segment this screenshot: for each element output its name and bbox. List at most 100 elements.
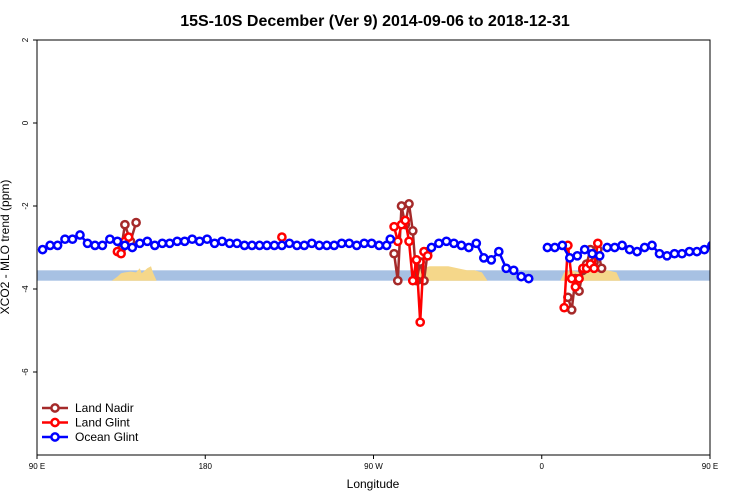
ocean-glint-point (224, 238, 235, 249)
ocean-glint-point (344, 238, 355, 249)
ocean-glint-point (60, 234, 70, 245)
y-tick-label: -2 (21, 202, 30, 210)
land-glint-line-2 (392, 217, 429, 323)
ocean-glint-point (493, 246, 504, 257)
ocean-glint-point (602, 242, 613, 253)
series-ocean-glint (37, 230, 750, 284)
land-glint-point (404, 236, 414, 247)
ocean-glint-point (441, 236, 452, 247)
ocean-glint-point (587, 248, 598, 259)
ocean-glint-point (456, 240, 467, 251)
legend-marker-ocean-glint (50, 432, 60, 442)
ocean-glint-point (247, 240, 257, 251)
land-nadir-point (404, 199, 414, 209)
ocean-glint-point (127, 242, 138, 253)
land-band (37, 270, 710, 281)
ocean-glint-point (329, 240, 340, 251)
land-glint-point (592, 238, 603, 249)
legend-item-land-nadir: Land Nadir (42, 401, 134, 415)
legend-label-ocean-glint: Ocean Glint (75, 430, 139, 444)
ocean-glint-point (90, 240, 100, 251)
ocean-glint-point (112, 236, 123, 247)
ocean-glint-point (254, 240, 265, 251)
ocean-glint-point (746, 238, 750, 245)
land-nadir-point (389, 248, 399, 259)
ocean-glint-point (306, 238, 317, 249)
ocean-glint-point (684, 246, 695, 257)
ocean-glint-point (617, 240, 627, 251)
legend-item-land-glint: Land Glint (42, 416, 130, 430)
ocean-glint-point (632, 246, 642, 257)
ocean-glint-point (277, 240, 287, 251)
ocean-glint-point (120, 240, 130, 251)
ocean-glint-point (426, 242, 437, 253)
ocean-glint-point (269, 240, 280, 251)
series-layer (37, 199, 750, 328)
land-glint-point (389, 221, 399, 232)
ocean-glint-point (707, 240, 710, 250)
legend-item-ocean-glint: Ocean Glint (42, 430, 139, 444)
ocean-glint-point (449, 238, 459, 249)
ocean-glint-point (314, 240, 325, 251)
land-glint-point (422, 250, 433, 261)
y-axis-label: XCO2 - MLO trend (ppm) (0, 180, 12, 315)
ocean-glint-point (564, 253, 575, 263)
land-glint-point (415, 317, 426, 328)
ocean-glint-point (594, 250, 605, 261)
land-glint-point (574, 273, 584, 284)
ocean-glint-point (299, 240, 310, 251)
ocean-glint-point (142, 236, 153, 247)
ocean-glint-point (471, 238, 482, 249)
y-tick-label: 0 (21, 120, 30, 125)
ocean-glint-point (572, 250, 583, 261)
land-nadir-point (396, 201, 407, 211)
ocean-glint-point (385, 234, 396, 245)
land-glint-point (411, 255, 422, 265)
ocean-glint-point (45, 240, 55, 251)
ocean-glint-point (501, 263, 512, 274)
x-tick-label: 90 E (702, 462, 718, 471)
ocean-glint-point (52, 240, 63, 251)
legend-label-land-glint: Land Glint (75, 416, 130, 430)
ocean-glint-point (202, 234, 212, 245)
ocean-glint-point (624, 244, 635, 255)
legend-marker-land-glint (50, 417, 60, 428)
ocean-glint-point (654, 248, 665, 259)
x-tick-label: 90 E (29, 462, 45, 471)
x-axis-label: Longitude (347, 477, 400, 491)
land-glint-point (407, 275, 418, 286)
land-nadir-point (596, 263, 607, 274)
legend-label-land-nadir: Land Nadir (75, 401, 134, 415)
ocean-glint-point (478, 253, 489, 263)
ocean-glint-point (82, 238, 93, 249)
land-fill-1 (410, 266, 488, 281)
ocean-glint-point (336, 238, 347, 249)
chart-title: 15S-10S December (Ver 9) 2014-09-06 to 2… (180, 13, 570, 30)
ocean-glint-point (639, 242, 650, 253)
land-glint-point (566, 273, 577, 284)
ocean-glint-point (508, 265, 519, 276)
y-tick-label: -4 (21, 285, 30, 293)
ocean-glint-point (463, 242, 474, 253)
y-axis: 2 0 -2 -4 -6 (21, 37, 37, 376)
land-glint-point (559, 302, 570, 313)
ocean-glint-point (217, 236, 227, 247)
ocean-glint-point (37, 244, 48, 255)
land-glint-point (123, 232, 134, 242)
y-tick-label: 2 (21, 37, 30, 42)
ocean-glint-point (164, 238, 175, 249)
ocean-glint-point (321, 240, 332, 251)
ocean-glint-point (549, 242, 560, 253)
land-glint-point (116, 248, 126, 259)
legend-marker-land-nadir (50, 403, 60, 413)
series-land-nadir (116, 199, 607, 315)
land-glint-point (570, 282, 581, 292)
ocean-glint-point (579, 244, 590, 255)
x-tick-label: 0 (540, 462, 545, 471)
ocean-glint-point (669, 248, 680, 259)
ocean-glint-point (134, 238, 145, 249)
land-nadir-point (407, 226, 418, 236)
x-tick-label: 180 (199, 462, 213, 471)
